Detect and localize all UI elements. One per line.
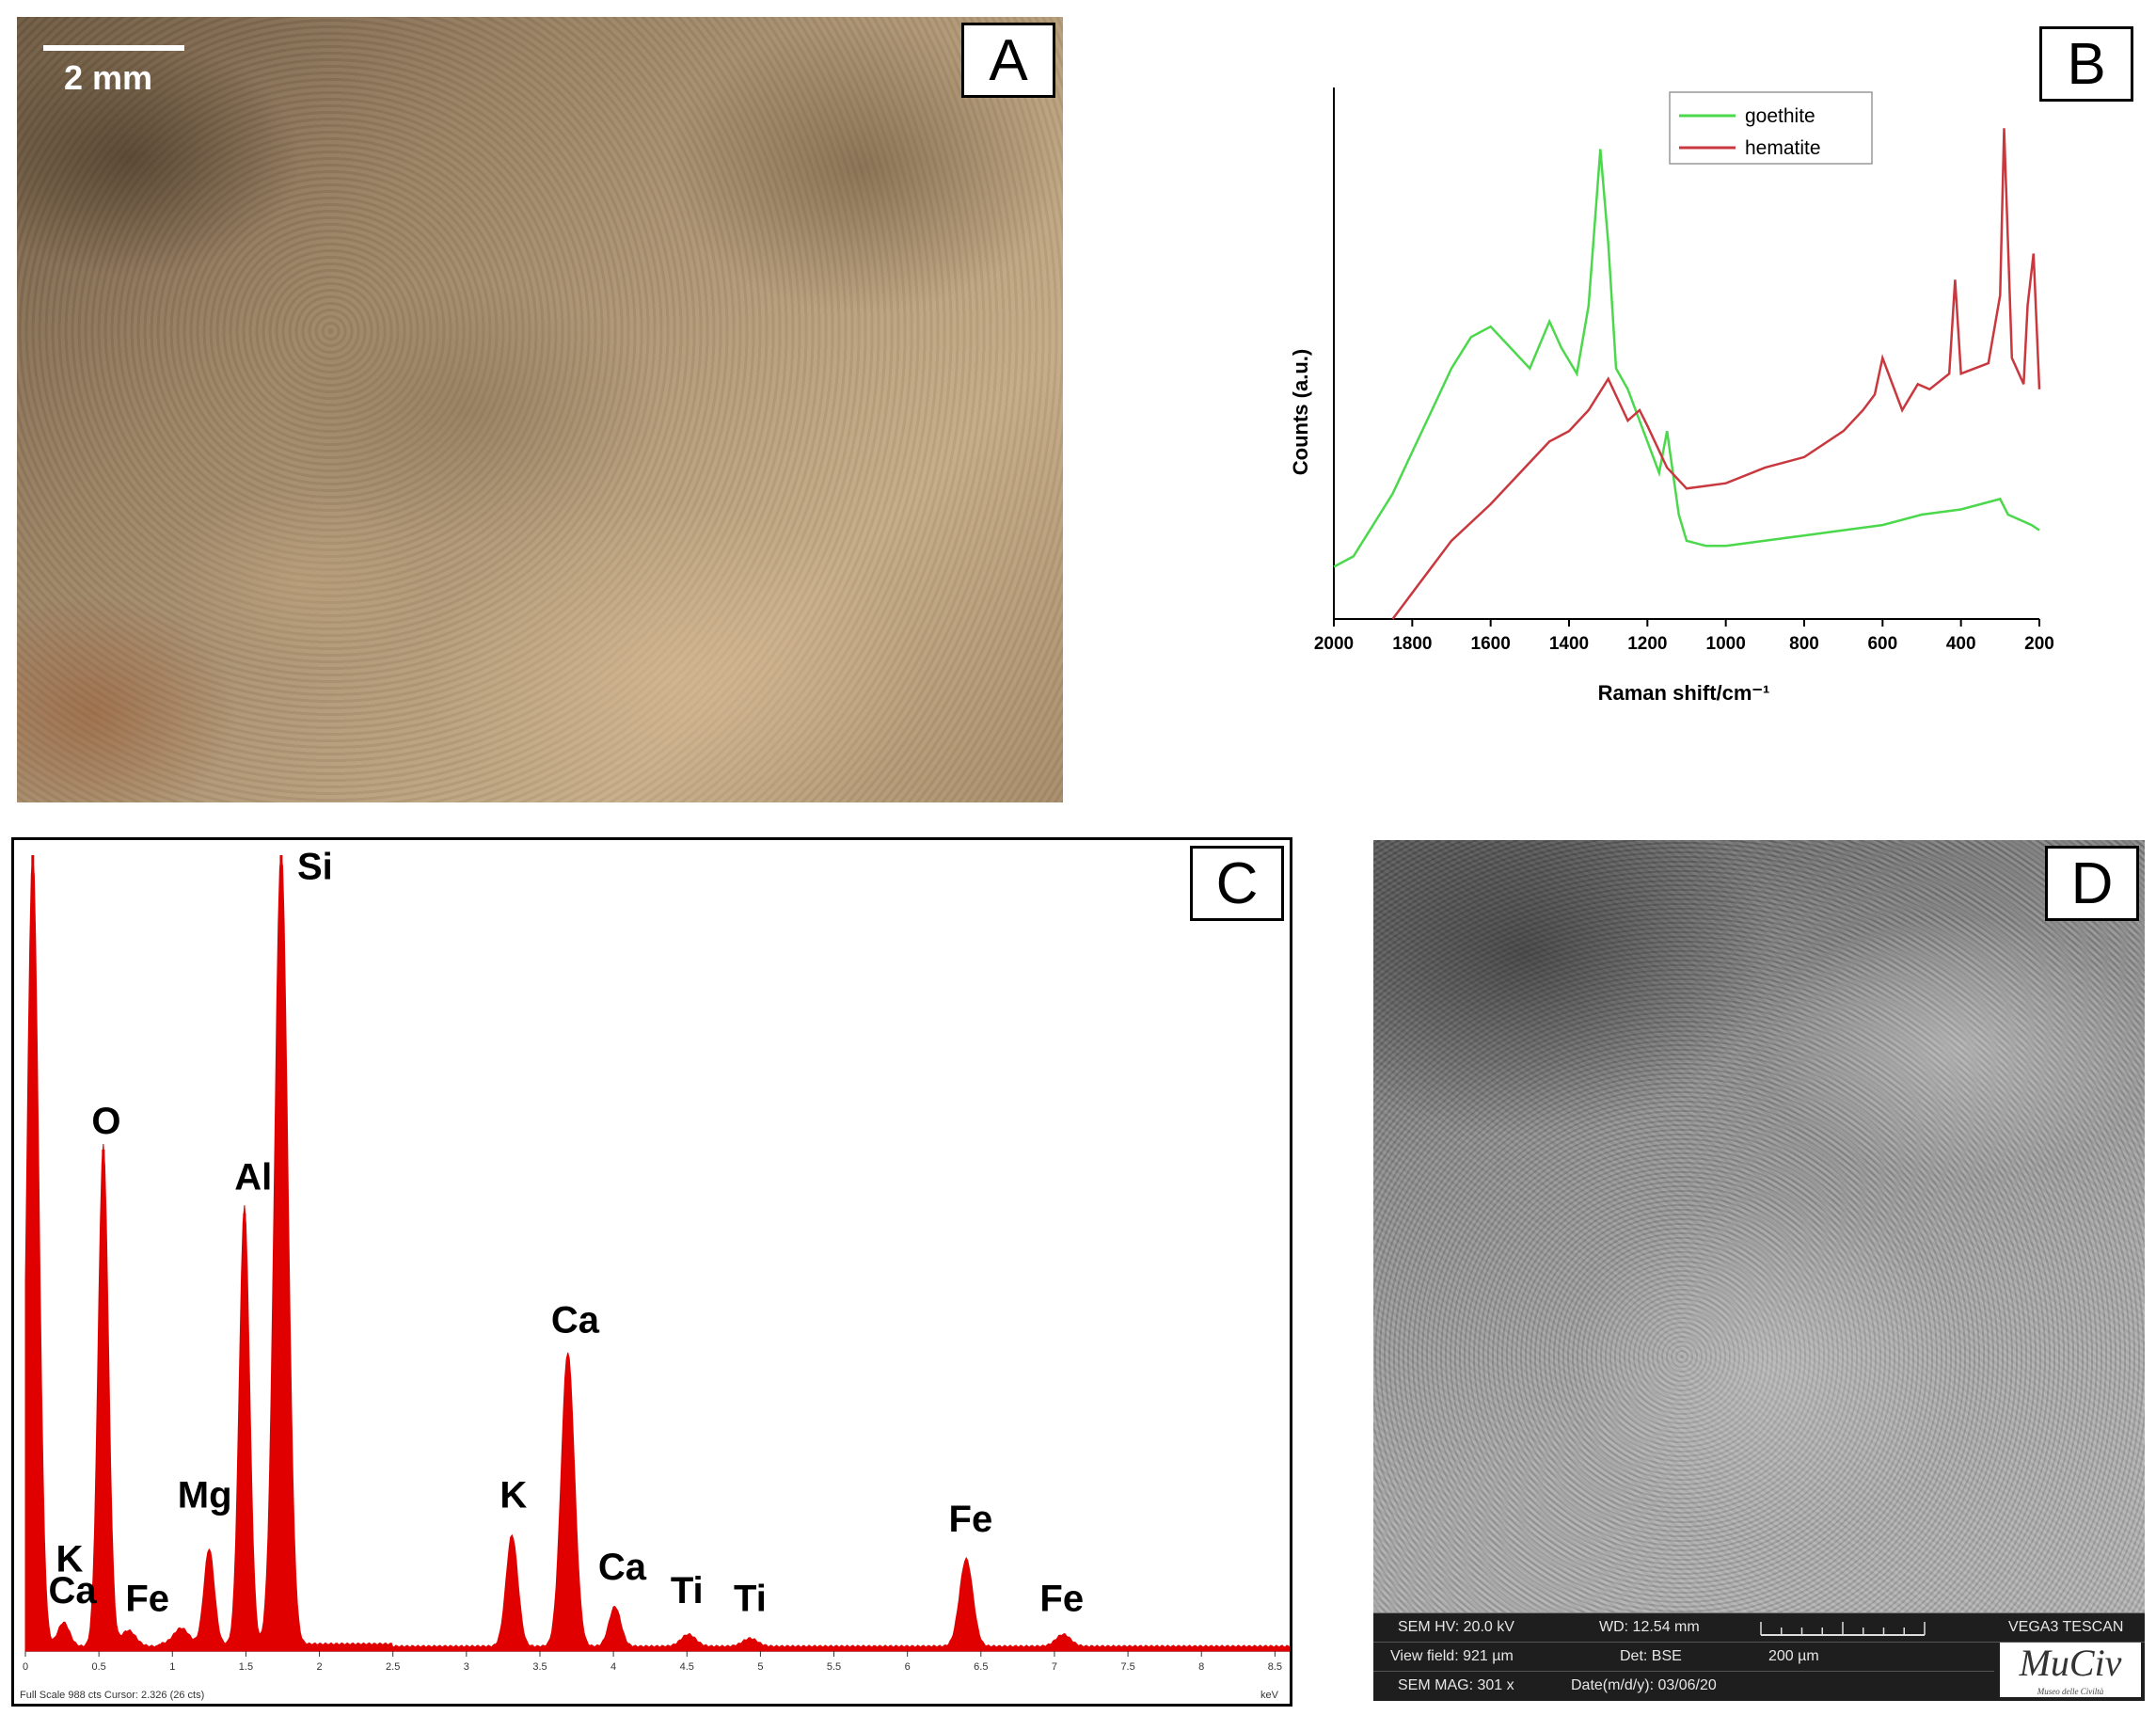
eds-element-label: K	[499, 1475, 527, 1517]
eds-element-label: Ca	[551, 1300, 600, 1342]
muciv-logo: MuCiv Museo delle Civiltà	[2000, 1643, 2141, 1697]
muciv-logo-text: MuCiv	[2019, 1642, 2122, 1684]
eds-x-tick-label: 8	[1198, 1661, 1204, 1673]
eds-element-label: Ca	[48, 1570, 97, 1612]
legend-label-goethite: goethite	[1745, 105, 1815, 127]
sem-detector: Det: BSE	[1620, 1648, 1682, 1664]
sem-view-field: View field: 921 µm	[1390, 1648, 1514, 1664]
x-tick-label: 400	[1946, 634, 1976, 654]
eds-x-tick-label: 0	[23, 1661, 28, 1673]
eds-unit-label: keV	[1260, 1690, 1279, 1701]
eds-spectrum-fill	[24, 854, 1291, 1652]
eds-x-tick-label: 2	[316, 1661, 322, 1673]
sem-magnification: SEM MAG: 301 x	[1398, 1677, 1514, 1693]
eds-element-label: K	[55, 1538, 83, 1580]
series-line-hematite	[1391, 128, 2041, 620]
panel-a-photo: 2 mm A	[17, 17, 1063, 802]
eds-element-label: Si	[297, 846, 333, 887]
eds-x-tick-label: 6.5	[974, 1661, 988, 1673]
panel-letter-b: B	[2039, 26, 2133, 102]
panel-letter-d: D	[2045, 846, 2139, 921]
eds-x-tick-label: 0.5	[91, 1661, 105, 1673]
sem-instrument: VEGA3 TESCAN	[2008, 1619, 2124, 1635]
sem-info-bar: SEM HV: 20.0 kV WD: 12.54 mm VEGA3 TESCA…	[1373, 1612, 2145, 1701]
x-tick-label: 600	[1867, 634, 1897, 654]
eds-element-label: Fe	[125, 1579, 169, 1620]
x-tick-label: 800	[1789, 634, 1819, 654]
eds-x-tick-label: 4	[610, 1661, 616, 1673]
panel-letter-a: A	[961, 23, 1055, 98]
eds-element-label: Al	[234, 1156, 272, 1198]
panel-b-raman-chart: 2000 1800 1600 1400 1200 1000 800 600 400 200 goe…	[1213, 17, 2145, 807]
sem-date: Date(m/d/y): 03/06/20	[1571, 1677, 1717, 1693]
x-tick-label: 1400	[1549, 634, 1589, 654]
eds-x-tick-label: 4.5	[680, 1661, 694, 1673]
eds-x-tick-label: 5.5	[827, 1661, 841, 1673]
x-tick-label: 1600	[1471, 634, 1511, 654]
eds-x-tick-label: 5	[757, 1661, 763, 1673]
x-tick-label: 1800	[1392, 634, 1432, 654]
x-axis-label: Raman shift/cm⁻¹	[1598, 681, 1770, 705]
x-tick-label: 2000	[1314, 634, 1354, 654]
eds-x-tick-label: 8.5	[1268, 1661, 1282, 1673]
scale-label: 2 mm	[64, 58, 153, 97]
x-tick-label: 1200	[1627, 634, 1667, 654]
legend-box	[1669, 91, 1873, 165]
eds-x-tick-label: 6	[905, 1661, 911, 1673]
eds-chart: 0 0.5 1 1.5 2 2.5 3 3.5 4 4.5 5 5.5 6 6.5 7 7.5 8 8.5 Si O…	[20, 846, 1291, 1701]
panel-letter-c: C	[1190, 846, 1284, 921]
muciv-logo-subtitle: Museo delle Civiltà	[2037, 1687, 2104, 1696]
eds-footer: Full Scale 988 cts Cursor: 2.326 (26 cts…	[20, 1690, 204, 1701]
eds-x-tick-label: 7	[1052, 1661, 1057, 1673]
eds-x-tick-label: 7.5	[1120, 1661, 1134, 1673]
eds-element-label: Ca	[598, 1547, 647, 1588]
eds-x-tick-label: 3	[464, 1661, 469, 1673]
panel-d-sem-image: D SEM HV: 20.0 kV WD: 12.54 mm VEGA3 TES…	[1373, 840, 2145, 1701]
legend-label-hematite: hematite	[1745, 137, 1821, 159]
eds-element-label: Ti	[671, 1570, 704, 1612]
eds-x-tick-label: 1.5	[239, 1661, 253, 1673]
eds-element-label: Mg	[178, 1475, 232, 1517]
sem-scale-label: 200 µm	[1768, 1648, 1819, 1664]
eds-x-tick-label: 3.5	[532, 1661, 547, 1673]
panel-c-eds-spectrum: 0 0.5 1 1.5 2 2.5 3 3.5 4 4.5 5 5.5 6 6.5 7 7.5 8 8.5 Si O…	[11, 837, 1292, 1707]
eds-element-label: O	[91, 1101, 120, 1142]
eds-x-tick-label: 2.5	[386, 1661, 400, 1673]
eds-element-label: Fe	[949, 1499, 993, 1540]
x-tick-label: 200	[2024, 634, 2054, 654]
raman-chart: 2000 1800 1600 1400 1200 1000 800 600 400 200 goe…	[1289, 87, 2054, 705]
x-tick-label: 1000	[1706, 634, 1746, 654]
scale-bar	[43, 45, 184, 51]
y-axis-label: Counts (a.u.)	[1289, 349, 1312, 475]
sem-scale-bar	[1760, 1622, 1926, 1636]
eds-x-tick-label: 1	[169, 1661, 175, 1673]
series-line-goethite	[1333, 149, 2040, 568]
sem-hv: SEM HV: 20.0 kV	[1398, 1619, 1514, 1635]
eds-element-label: Ti	[734, 1579, 767, 1620]
sem-wd: WD: 12.54 mm	[1599, 1619, 1700, 1635]
eds-element-label: Fe	[1039, 1579, 1084, 1620]
